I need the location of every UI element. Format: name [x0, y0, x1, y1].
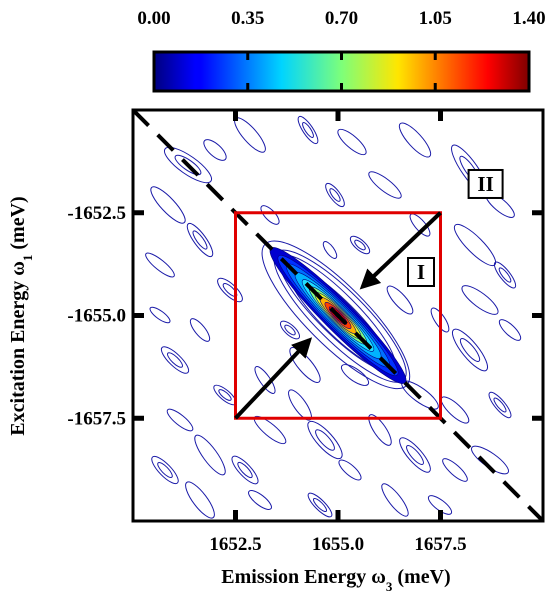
colorbar-ticks: 0.00 0.35 0.70 1.05 1.40 [137, 8, 546, 91]
contour [307, 420, 343, 460]
contour [325, 182, 345, 208]
axis-ticks: 1652.5 1655.0 1657.5 -1652.5 -1655.0 -1657.5 [67, 110, 543, 555]
colorbar-tick-label: 0.70 [325, 8, 358, 29]
contour [409, 213, 431, 237]
contour [322, 241, 338, 259]
contour [149, 306, 171, 324]
contour [315, 429, 335, 451]
contour [237, 461, 253, 479]
contour [406, 445, 424, 465]
contour [254, 366, 276, 394]
contour [289, 347, 321, 383]
contour [185, 481, 215, 519]
label-box-I: I [407, 257, 435, 287]
x-tick-label: 1657.5 [414, 534, 466, 555]
colorbar-tick-label: 0.00 [137, 8, 170, 29]
contour [166, 408, 194, 432]
x-tick-label: 1655.0 [312, 534, 364, 555]
contour [399, 437, 431, 473]
contour [461, 285, 499, 315]
x-tick-label: 1652.5 [209, 534, 261, 555]
label-text: I [417, 260, 425, 284]
contour [248, 490, 272, 510]
arrow-upper-right [359, 211, 442, 290]
colorbar-tick-label: 1.40 [512, 8, 545, 29]
label-frame [407, 257, 435, 287]
contour [189, 318, 211, 342]
contour [488, 391, 512, 419]
contour [312, 497, 328, 513]
contour [368, 171, 402, 199]
contour [186, 222, 214, 258]
contour [307, 492, 333, 518]
contour [340, 364, 370, 386]
contour [349, 235, 371, 255]
x-axis-title: Emission Energy ω3 (meV) [221, 566, 450, 593]
contour [203, 139, 227, 161]
contour [150, 186, 186, 224]
contour [368, 414, 392, 446]
contour [442, 458, 468, 482]
contour [218, 389, 232, 401]
contour [338, 459, 362, 481]
arrow-lower-left [234, 337, 313, 420]
contour [430, 307, 450, 333]
contour [427, 495, 453, 515]
contour [192, 230, 208, 250]
colorbar-tick-label: 1.05 [419, 8, 452, 29]
contour [381, 483, 409, 517]
contour [493, 397, 507, 413]
region-box-I [234, 211, 442, 420]
contour [337, 128, 367, 156]
contour [329, 188, 341, 202]
contour [284, 324, 296, 336]
contour [160, 346, 190, 374]
contour [493, 261, 517, 289]
contour [194, 434, 226, 476]
contour [231, 455, 259, 485]
y-tick-label: -1655.0 [67, 306, 126, 327]
contour [145, 252, 175, 278]
label-text: II [477, 172, 493, 196]
colorbar-tick-label: 0.35 [231, 8, 264, 29]
label-box-II: II [467, 168, 504, 199]
contour [163, 146, 213, 184]
contour [498, 319, 522, 341]
y-tick-label: -1652.5 [67, 203, 126, 224]
contour [174, 154, 202, 176]
contour [459, 338, 481, 362]
colorbar: 0.00 0.35 0.70 1.05 1.40 [137, 8, 546, 93]
contour [398, 122, 432, 158]
y-tick-label: -1657.5 [67, 408, 126, 429]
plot-area: I II 1652.5 1655.0 1657.5 -1652.5 -1655.0 -16… [67, 108, 545, 555]
contour [498, 267, 512, 283]
y-axis-title: Excitation Energy ω1 (meV) [7, 196, 35, 435]
contour [354, 239, 366, 251]
contour [297, 115, 319, 145]
contour [302, 122, 314, 138]
diagonal-dashed-line [133, 110, 543, 521]
contour [157, 462, 173, 478]
contour [151, 455, 179, 485]
label-frame [467, 168, 504, 199]
contour [451, 328, 489, 372]
contour [167, 352, 183, 368]
contour [386, 285, 414, 315]
